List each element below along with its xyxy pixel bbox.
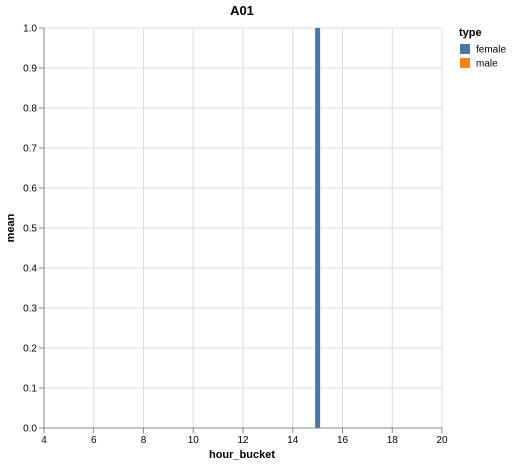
grid xyxy=(43,27,443,429)
x-tick-label: 8 xyxy=(141,435,147,446)
x-axis-title: hour_bucket xyxy=(209,449,275,461)
legend-label-male: male xyxy=(476,59,498,70)
y-tick-label: 0.4 xyxy=(23,264,37,275)
x-tick-label: 10 xyxy=(188,435,200,446)
x-tick-label: 18 xyxy=(387,435,399,446)
y-tick-label: 0.8 xyxy=(23,104,37,115)
bars xyxy=(315,28,321,428)
y-tick-label: 1.0 xyxy=(23,24,37,35)
chart-title: A01 xyxy=(230,3,254,18)
y-tick-label: 0.6 xyxy=(23,184,37,195)
y-tick-label: 0.7 xyxy=(23,144,37,155)
legend-swatch-female xyxy=(460,44,470,54)
x-tick-label: 6 xyxy=(91,435,97,446)
legend-label-female: female xyxy=(476,45,506,56)
y-tick-label: 0.3 xyxy=(23,304,37,315)
y-tick-label: 0.9 xyxy=(23,64,37,75)
x-tick-label: 4 xyxy=(41,435,47,446)
y-tick-label: 0.0 xyxy=(23,424,37,435)
legend-swatch-male xyxy=(460,58,470,68)
x-tick-label: 12 xyxy=(237,435,249,446)
legend: type female male xyxy=(459,27,506,70)
x-tick-label: 14 xyxy=(287,435,299,446)
x-tick-label: 20 xyxy=(436,435,448,446)
y-tick-label: 0.2 xyxy=(23,344,37,355)
y-tick-label: 0.5 xyxy=(23,224,37,235)
bar-female xyxy=(315,28,321,428)
legend-title: type xyxy=(459,27,482,39)
x-tick-label: 16 xyxy=(337,435,349,446)
y-tick-label: 0.1 xyxy=(23,384,37,395)
axes: 4 6 8 10 12 14 16 18 20 0.0 0.1 0.2 0.3 0.4 0.5 0.6 0.7 0… xyxy=(23,24,448,447)
y-axis-title: mean xyxy=(5,213,17,242)
